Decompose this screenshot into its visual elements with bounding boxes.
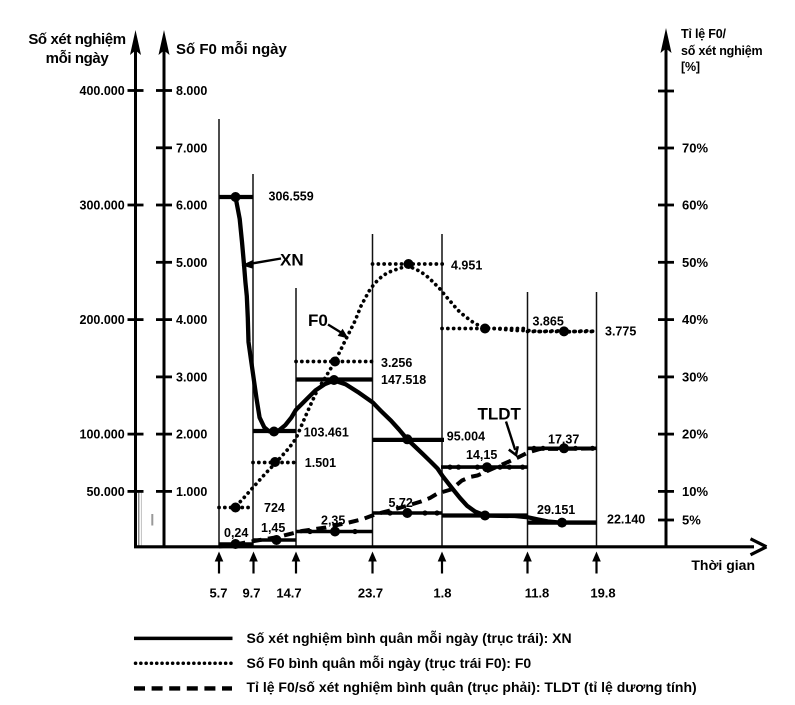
svg-text:Số xét nghiệm bình quân mỗi ng: Số xét nghiệm bình quân mỗi ngày (trục t… xyxy=(247,630,572,646)
svg-text:200.000: 200.000 xyxy=(80,313,125,327)
svg-text:số xét nghiệm: số xét nghiệm xyxy=(681,44,763,58)
svg-text:70%: 70% xyxy=(682,141,708,156)
svg-text:29.151: 29.151 xyxy=(537,503,575,517)
svg-text:Số F0 bình quân mỗi ngày (trục: Số F0 bình quân mỗi ngày (trục trái F0):… xyxy=(247,655,532,671)
svg-text:4.951: 4.951 xyxy=(451,259,482,273)
svg-text:3.775: 3.775 xyxy=(605,325,636,339)
svg-text:Số F0 mỗi ngày: Số F0 mỗi ngày xyxy=(176,41,288,58)
svg-text:1.501: 1.501 xyxy=(305,456,336,470)
svg-text:40%: 40% xyxy=(682,312,708,327)
svg-text:8.000: 8.000 xyxy=(176,84,207,98)
svg-text:10%: 10% xyxy=(682,484,708,499)
svg-text:3.865: 3.865 xyxy=(533,315,564,329)
svg-text:3.256: 3.256 xyxy=(381,356,412,370)
svg-text:5.000: 5.000 xyxy=(176,256,207,270)
svg-text:724: 724 xyxy=(264,501,285,515)
svg-text:Số xét nghiệm: Số xét nghiệm xyxy=(28,31,125,48)
svg-text:F0: F0 xyxy=(308,311,328,330)
svg-text:19.8: 19.8 xyxy=(590,586,615,601)
svg-text:XN: XN xyxy=(280,251,304,270)
svg-text:5.7: 5.7 xyxy=(209,586,227,601)
svg-text:Tỉ lệ F0/: Tỉ lệ F0/ xyxy=(681,27,726,41)
svg-text:14.7: 14.7 xyxy=(276,586,301,601)
svg-text:100.000: 100.000 xyxy=(80,428,125,442)
svg-text:9.7: 9.7 xyxy=(242,586,260,601)
svg-text:7.000: 7.000 xyxy=(176,141,207,155)
svg-text:60%: 60% xyxy=(682,198,708,213)
svg-text:2.000: 2.000 xyxy=(176,428,207,442)
svg-text:17,37: 17,37 xyxy=(548,433,579,447)
svg-text:[%]: [%] xyxy=(681,60,700,74)
svg-text:0,24: 0,24 xyxy=(224,526,248,540)
svg-text:20%: 20% xyxy=(682,427,708,442)
svg-text:14,15: 14,15 xyxy=(466,448,497,462)
svg-text:300.000: 300.000 xyxy=(80,199,125,213)
svg-text:11.8: 11.8 xyxy=(525,586,550,601)
svg-text:23.7: 23.7 xyxy=(358,586,383,601)
svg-text:4.000: 4.000 xyxy=(176,313,207,327)
svg-text:TLDT: TLDT xyxy=(478,405,522,424)
svg-text:400.000: 400.000 xyxy=(80,84,125,98)
svg-text:5,72: 5,72 xyxy=(389,496,413,510)
svg-text:Tỉ lệ F0/số xét nghiệm bình qu: Tỉ lệ F0/số xét nghiệm bình quân (trục p… xyxy=(247,679,697,695)
svg-text:95.004: 95.004 xyxy=(447,430,485,444)
svg-text:1.000: 1.000 xyxy=(176,485,207,499)
svg-text:1,45: 1,45 xyxy=(261,521,285,535)
svg-text:30%: 30% xyxy=(682,369,708,384)
svg-text:103.461: 103.461 xyxy=(304,425,349,439)
svg-text:6.000: 6.000 xyxy=(176,199,207,213)
svg-text:mỗi ngày: mỗi ngày xyxy=(46,50,110,67)
svg-text:147.518: 147.518 xyxy=(381,373,426,387)
svg-text:306.559: 306.559 xyxy=(269,190,314,204)
svg-text:50.000: 50.000 xyxy=(86,485,124,499)
svg-text:Thời gian: Thời gian xyxy=(691,557,755,573)
svg-text:22.140: 22.140 xyxy=(607,513,645,527)
svg-text:3.000: 3.000 xyxy=(176,370,207,384)
svg-text:5%: 5% xyxy=(682,513,701,528)
svg-text:50%: 50% xyxy=(682,255,708,270)
svg-text:2,35: 2,35 xyxy=(321,514,345,528)
svg-text:1.8: 1.8 xyxy=(433,586,451,601)
